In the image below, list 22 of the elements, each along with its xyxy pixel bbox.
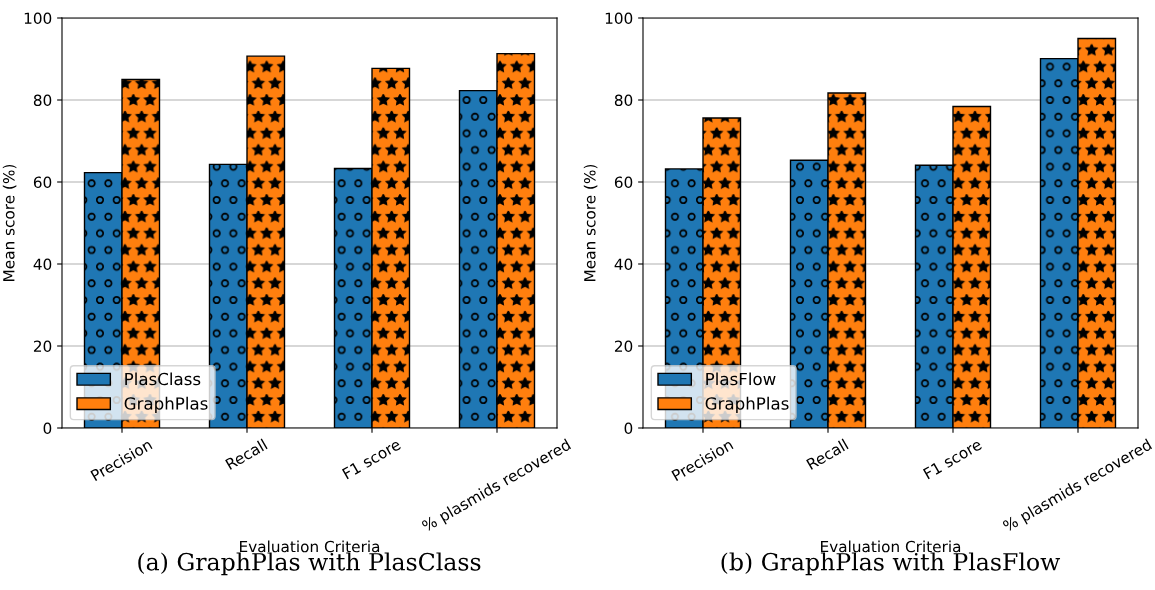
y-tick-label: 100 bbox=[24, 12, 52, 25]
y-tick-label: 100 bbox=[605, 12, 633, 25]
legend-label: PlasClass bbox=[125, 372, 201, 386]
legend-label: GraphPlas bbox=[705, 396, 789, 413]
y-tick-label: 60 bbox=[614, 176, 633, 189]
legend-label: PlasFlow bbox=[706, 372, 776, 386]
text: (b) GraphPlas with PlasFlow bbox=[721, 552, 1061, 576]
y-tick-label: 40 bbox=[33, 258, 52, 271]
y-tick-label: 20 bbox=[614, 340, 633, 353]
y-tick-label: 20 bbox=[33, 340, 52, 353]
x-axis-title: Evaluation Criteria bbox=[821, 540, 961, 553]
y-tick-label: 40 bbox=[614, 258, 633, 271]
text: (a) GraphPlas with PlasClass bbox=[138, 552, 481, 576]
y-tick-label: 60 bbox=[33, 176, 52, 189]
y-tick-label: 80 bbox=[33, 94, 52, 107]
y-tick-label: 80 bbox=[614, 94, 633, 107]
y-tick-label: 0 bbox=[624, 422, 633, 435]
y-axis-title: Mean score (%) bbox=[2, 164, 17, 281]
legend-label: GraphPlas bbox=[124, 396, 208, 413]
x-axis-title: Evaluation Criteria bbox=[240, 540, 380, 553]
y-tick-label: 0 bbox=[43, 422, 52, 435]
y-axis-title: Mean score (%) bbox=[583, 164, 598, 281]
